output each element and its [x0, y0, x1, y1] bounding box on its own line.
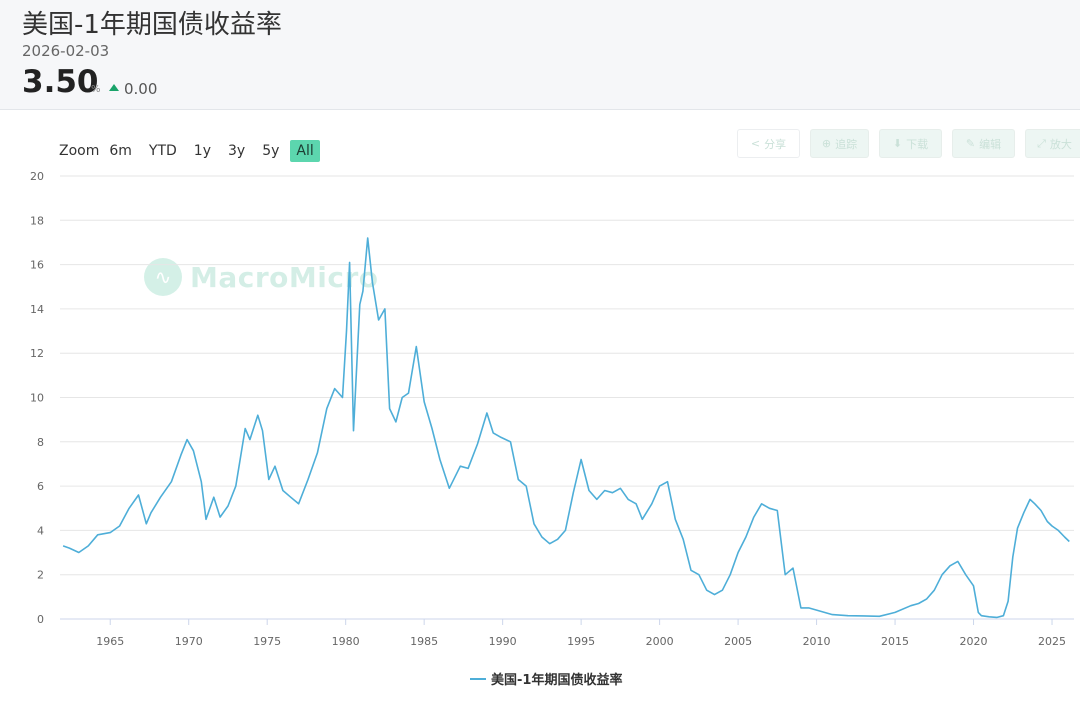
download-icon: ⬇	[892, 137, 903, 150]
share-icon: <	[750, 137, 761, 150]
y-tick-label: 16	[30, 259, 44, 272]
y-axis-ticks: 0 2 4 6 8 10 12 14 16 18 20	[30, 170, 44, 626]
y-tick-label: 2	[37, 569, 44, 582]
expand-button[interactable]: ⤢ 放大	[1025, 129, 1080, 158]
download-button[interactable]: ⬇ 下载	[879, 129, 942, 158]
legend-swatch	[470, 677, 486, 680]
x-tick-label: 1975	[253, 635, 281, 648]
x-tick-label: 2015	[881, 635, 909, 648]
x-tick-label: 2010	[803, 635, 831, 648]
share-button[interactable]: < 分享	[737, 129, 800, 158]
page-title: 美国-1年期国债收益率	[22, 10, 282, 40]
plus-circle-icon: ⊕	[821, 137, 832, 150]
latest-value: 3.50	[22, 64, 99, 100]
x-axis-ticks: 1965 1970 1975 1980 1985 1990 1995 2000 2005 2010…	[96, 619, 1066, 648]
header: 美国-1年期国债收益率 2026-02-03 3.50 % 0.00	[0, 0, 1080, 110]
y-tick-label: 0	[37, 613, 44, 626]
expand-icon: ⤢	[1037, 136, 1046, 150]
x-tick-label: 2005	[724, 635, 752, 648]
x-tick-label: 1965	[96, 635, 124, 648]
series-line-us-1y-yield	[62, 237, 1070, 619]
value-change: 0.00	[124, 80, 158, 98]
y-tick-label: 10	[30, 392, 44, 405]
x-tick-label: 2000	[646, 635, 674, 648]
x-tick-label: 2025	[1038, 635, 1066, 648]
range-button-5y[interactable]: 5y	[262, 143, 280, 159]
grid-lines	[60, 175, 1074, 620]
watermark-text: MacroMicro	[190, 260, 379, 294]
x-tick-label: 1995	[567, 635, 595, 648]
zoom-label: Zoom	[59, 143, 100, 159]
y-tick-label: 18	[30, 214, 44, 227]
range-button-ytd[interactable]: YTD	[148, 143, 177, 159]
y-tick-label: 14	[30, 303, 44, 316]
legend[interactable]: 美国-1年期国债收益率	[470, 669, 622, 688]
range-button-all[interactable]: All	[290, 140, 320, 162]
track-button[interactable]: ⊕ 追踪	[810, 129, 869, 158]
chart-toolbar: < 分享 ⊕ 追踪 ⬇ 下载 ✎ 编辑 ⤢ 放大	[737, 129, 1080, 158]
y-tick-label: 20	[30, 170, 44, 183]
x-tick-label: 1985	[410, 635, 438, 648]
range-button-1y[interactable]: 1y	[193, 143, 211, 159]
y-tick-label: 8	[37, 436, 44, 449]
value-unit: %	[91, 84, 101, 95]
range-button-3y[interactable]: 3y	[228, 143, 246, 159]
x-tick-label: 1970	[175, 635, 203, 648]
up-arrow-icon	[109, 84, 119, 91]
x-tick-label: 1980	[332, 635, 360, 648]
latest-date: 2026-02-03	[22, 42, 110, 60]
x-tick-label: 2020	[960, 635, 988, 648]
edit-button[interactable]: ✎ 编辑	[952, 129, 1015, 158]
y-tick-label: 6	[37, 480, 44, 493]
legend-label: 美国-1年期国债收益率	[491, 673, 623, 688]
x-tick-label: 1990	[489, 635, 517, 648]
range-button-6m[interactable]: 6m	[109, 143, 132, 159]
pencil-icon: ✎	[965, 137, 976, 150]
y-tick-label: 12	[30, 347, 44, 360]
range-selector: Zoom 6m YTD 1y 3y 5y All	[56, 139, 325, 163]
y-tick-label: 4	[37, 524, 44, 537]
